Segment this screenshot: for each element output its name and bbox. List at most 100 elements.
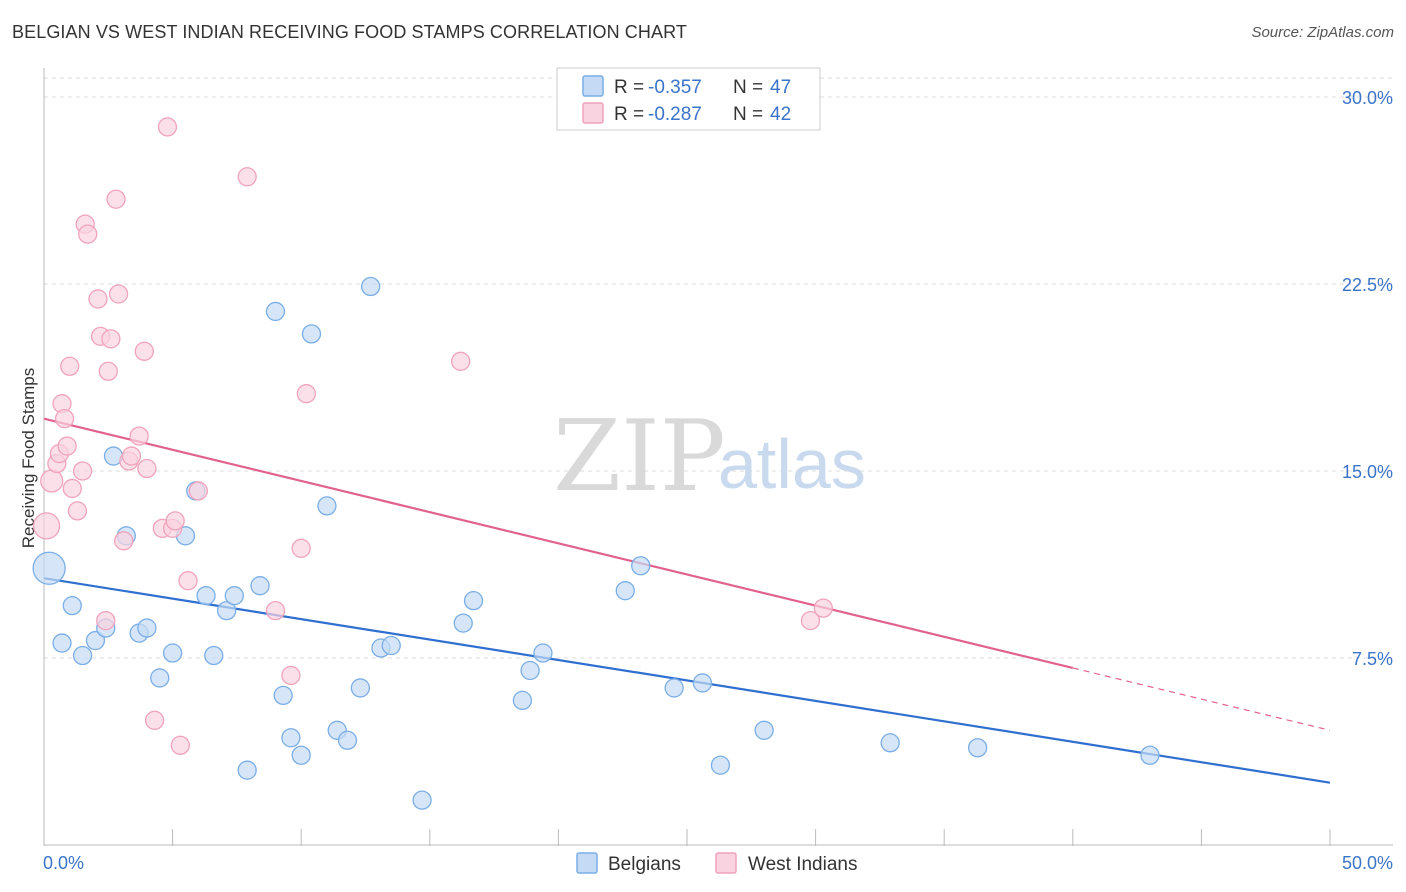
legend-n-value-west-indians: 42 [770, 104, 791, 125]
west-indians-point-41 [813, 598, 833, 618]
belgians-point-35 [512, 690, 533, 711]
belgians-point-23 [291, 745, 311, 765]
trend-line-extension-1 [1072, 667, 1331, 731]
west-indians-point-39 [451, 351, 471, 371]
west-indians-point-24 [134, 341, 154, 361]
belgians-point-17 [224, 586, 244, 606]
west-indians-point-34 [237, 167, 257, 187]
west-indians-point-15 [96, 610, 116, 631]
trend-lines [43, 417, 1331, 784]
west-indians-point-5 [54, 408, 75, 429]
west-indians-point-7 [60, 356, 80, 376]
trend-line-0 [43, 577, 1331, 784]
belgians-point-11 [162, 643, 183, 663]
series-legend-swatch-west-indians [715, 852, 737, 874]
belgians-point-27 [337, 730, 358, 750]
west-indians-point-25 [137, 458, 157, 479]
west-indians-point-40 [800, 610, 821, 631]
west-indians-point-32 [178, 571, 198, 591]
y-tick-label-1: 15.0% [1342, 462, 1393, 482]
belgians-point-41 [692, 673, 713, 693]
watermark-atlas: atlas [718, 425, 866, 503]
belgians-point-14 [196, 586, 216, 606]
belgians-point-46 [1140, 745, 1160, 765]
belgians-point-15 [204, 645, 224, 666]
belgians-point-19 [250, 576, 270, 596]
west-indians-point-30 [165, 511, 185, 531]
west-indians-point-13 [88, 289, 108, 309]
west-indians-point-18 [106, 189, 126, 209]
belgians-point-32 [412, 790, 432, 810]
west-indians-point-12 [78, 224, 98, 244]
series-legend-swatch-belgians [576, 852, 598, 874]
west-indians-point-20 [114, 531, 134, 551]
belgians-point-33 [453, 613, 473, 633]
watermark: ZIP atlas [553, 400, 866, 514]
belgians-point-20 [265, 301, 286, 322]
x-tick-label-max: 50.0% [1342, 853, 1393, 873]
west-indians-point-23 [129, 426, 149, 446]
belgians-point-36 [520, 660, 540, 681]
data-points [32, 117, 1160, 810]
belgians-point-9 [137, 618, 157, 638]
belgians-point-22 [281, 728, 301, 748]
west-indians-point-10 [72, 461, 93, 481]
belgians-point-38 [615, 581, 635, 601]
y-tick-label-2: 22.5% [1342, 275, 1393, 295]
west-indians-point-16 [98, 361, 118, 381]
belgians-point-2 [62, 595, 82, 616]
belgians-point-16 [216, 600, 237, 621]
watermark-zip: ZIP [553, 400, 726, 514]
legend-r-value-west-indians: -0.287 [648, 104, 702, 125]
legend-n-label-west-indians: N = [733, 104, 763, 125]
west-indians-point-6 [57, 436, 77, 456]
trend-line-1 [43, 417, 1074, 670]
belgians-point-28 [350, 678, 371, 698]
west-indians-point-8 [62, 478, 82, 499]
legend-n-label-belgians: N = [733, 77, 763, 98]
west-indians-point-28 [157, 117, 178, 137]
belgians-point-31 [381, 635, 401, 656]
belgians-point-18 [237, 760, 257, 780]
y-tick-labels: 7.5% 15.0% 22.5% 30.0% [1342, 88, 1393, 669]
y-tick-label-3: 30.0% [1342, 88, 1393, 108]
chart-title: BELGIAN VS WEST INDIAN RECEIVING FOOD ST… [12, 22, 687, 42]
source-label: Source: ZipAtlas.com [1251, 24, 1394, 41]
west-indians-point-37 [291, 538, 311, 558]
belgians-point-43 [754, 720, 774, 740]
belgians-point-37 [533, 643, 553, 663]
belgians-point-34 [463, 591, 484, 611]
x-tick-labels: 0.0% 50.0% [43, 853, 1393, 873]
legend-r-label-belgians: R = [614, 77, 644, 98]
belgians-point-45 [967, 738, 988, 758]
belgians-point-40 [664, 678, 684, 698]
axes [43, 68, 1393, 846]
west-indians-point-26 [144, 710, 165, 730]
belgians-point-25 [317, 496, 337, 516]
series-legend-label-west-indians: West Indians [748, 854, 857, 875]
legend-swatch-west-indians [582, 102, 604, 124]
y-tick-label-0: 7.5% [1352, 649, 1393, 669]
belgians-point-10 [150, 668, 170, 688]
west-indians-point-38 [296, 384, 316, 404]
belgians-point-44 [880, 733, 900, 753]
belgians-point-21 [273, 685, 293, 706]
series-legend-label-belgians: Belgians [608, 854, 681, 875]
west-indians-point-9 [67, 501, 88, 521]
belgians-point-4 [85, 630, 106, 651]
belgians-point-1 [52, 633, 72, 653]
west-indians-point-22 [121, 446, 142, 466]
west-indians-point-17 [101, 329, 121, 349]
legend-r-label-west-indians: R = [614, 104, 644, 125]
legend-swatch-belgians [582, 75, 604, 97]
y-axis-label: Receiving Food Stamps [19, 368, 38, 548]
belgians-point-3 [72, 645, 93, 666]
west-indians-point-31 [170, 735, 190, 755]
west-indians-point-0 [32, 512, 61, 540]
series-legend: Belgians West Indians [576, 852, 857, 875]
west-indians-point-36 [281, 665, 301, 686]
belgians-point-42 [710, 755, 731, 775]
west-indians-point-19 [108, 284, 129, 304]
belgians-point-29 [360, 276, 381, 297]
